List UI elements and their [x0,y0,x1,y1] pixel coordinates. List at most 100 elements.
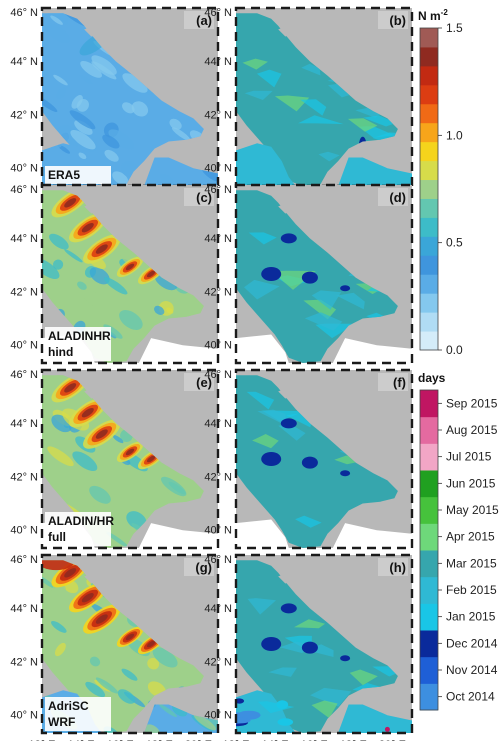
lon-tick-label: 20° E [185,739,212,741]
colorbar-segment [420,576,438,604]
colorbar-stress-tick: 0.5 [446,236,463,250]
colorbar-segment [420,443,438,471]
panel-letter: (h) [389,560,406,575]
model-label: WRF [48,715,75,729]
lat-tick-label: 46° N [204,554,232,566]
lat-tick-label: 42° N [204,471,232,483]
lat-tick-label: 40° N [204,339,232,351]
colorbar-segment [420,523,438,551]
lat-tick-label: 42° N [204,286,232,298]
outside-domain [332,338,412,363]
island [105,585,120,595]
island [299,38,314,48]
lat-tick-label: 44° N [204,418,232,430]
colorbar-stress-tick: 1.0 [446,128,463,142]
panel-letter-box [184,11,214,29]
colorbar-segment [420,198,438,218]
island [84,572,102,584]
unit-text: N m [418,9,441,23]
lat-tick-label: 44° N [10,56,38,68]
colorbar-days-tick: Aug 2015 [446,423,498,437]
lat-tick-label: 42° N [204,656,232,668]
lon-tick-label: 20° E [379,739,406,741]
colorbar-segment [420,255,438,275]
lat-tick-label: 44° N [204,233,232,245]
lat-tick-label: 44° N [204,603,232,615]
lon-tick-label: 16° E [107,739,134,741]
panel-letter: (g) [195,560,212,575]
island [341,444,353,454]
island [126,57,137,67]
island [126,234,137,244]
model-label: AdriSC [48,699,89,713]
lon-tick-label: 18° E [340,739,367,741]
model-label: ERA5 [48,168,80,182]
island [278,572,296,584]
model-label: ALADINHR [48,329,111,343]
map-panel-f: (f) [234,368,414,550]
colorbar-days-tick: Dec 2014 [446,636,498,650]
map-panel-d: (d) [234,183,414,365]
panel-letter-box [184,188,214,206]
outside-domain [332,523,412,548]
sea-field-ionian [144,704,218,733]
panel-letter: (e) [196,375,212,390]
colorbar-days-tick: Jun 2015 [446,476,496,490]
sea-field [236,13,398,186]
lon-tick-label: 12° E [28,739,55,741]
lat-tick-label: 40° N [10,709,38,721]
island [341,259,353,269]
island [341,82,353,92]
sea-field-south [236,143,296,186]
colorbar-segment [420,122,438,143]
panel-frame [40,183,220,365]
panel-frame [234,183,414,365]
island [147,82,159,92]
lon-tick-label: 16° E [301,739,328,741]
lat-tick-label: 42° N [10,656,38,668]
lat-tick-label: 46° N [10,369,38,381]
panel-letter-box [184,373,214,391]
lon-tick-label: 14° E [262,739,289,741]
colorbar-segment [420,160,438,181]
lat-tick-label: 44° N [10,418,38,430]
island [299,585,314,595]
lon-tick-label: 12° E [222,739,249,741]
colorbar-stress-tick: 0.0 [446,343,463,357]
island [126,419,137,429]
colorbar-days-tick: Oct 2014 [446,690,495,704]
colorbar-segment [420,470,438,498]
model-label: full [48,530,66,544]
colorbar-segment [420,217,438,237]
island [147,444,159,454]
sea-field-ionian [338,704,412,733]
model-label-box [45,327,111,361]
lat-tick-label: 46° N [204,369,232,381]
colorbar-segment [420,28,438,48]
sea-field-ionian [338,157,412,186]
colorbar-segment [420,630,438,658]
colorbar-days-tick: Mar 2015 [446,556,497,570]
island [126,604,137,614]
colorbar-stress-tick: 1.5 [446,21,463,35]
model-label-box [45,512,111,546]
panel-letter: (d) [389,190,406,205]
outside-domain [236,334,289,363]
colorbar-segment [420,416,438,444]
colorbar-segment [420,274,438,294]
panel-frame [234,553,414,735]
island [278,25,296,37]
island [84,387,102,399]
lat-tick-label: 42° N [10,109,38,121]
colorbar-days-title: days [418,371,446,385]
colorbar-days-tick: May 2015 [446,503,499,517]
lat-tick-label: 40° N [204,709,232,721]
colorbar-segment [420,179,438,199]
island [299,400,314,410]
panel-letter-box [378,373,408,391]
colorbar-segment [420,84,438,105]
panel-frame [40,553,220,735]
colorbar-segment [420,550,438,578]
lat-tick-label: 40° N [204,524,232,536]
